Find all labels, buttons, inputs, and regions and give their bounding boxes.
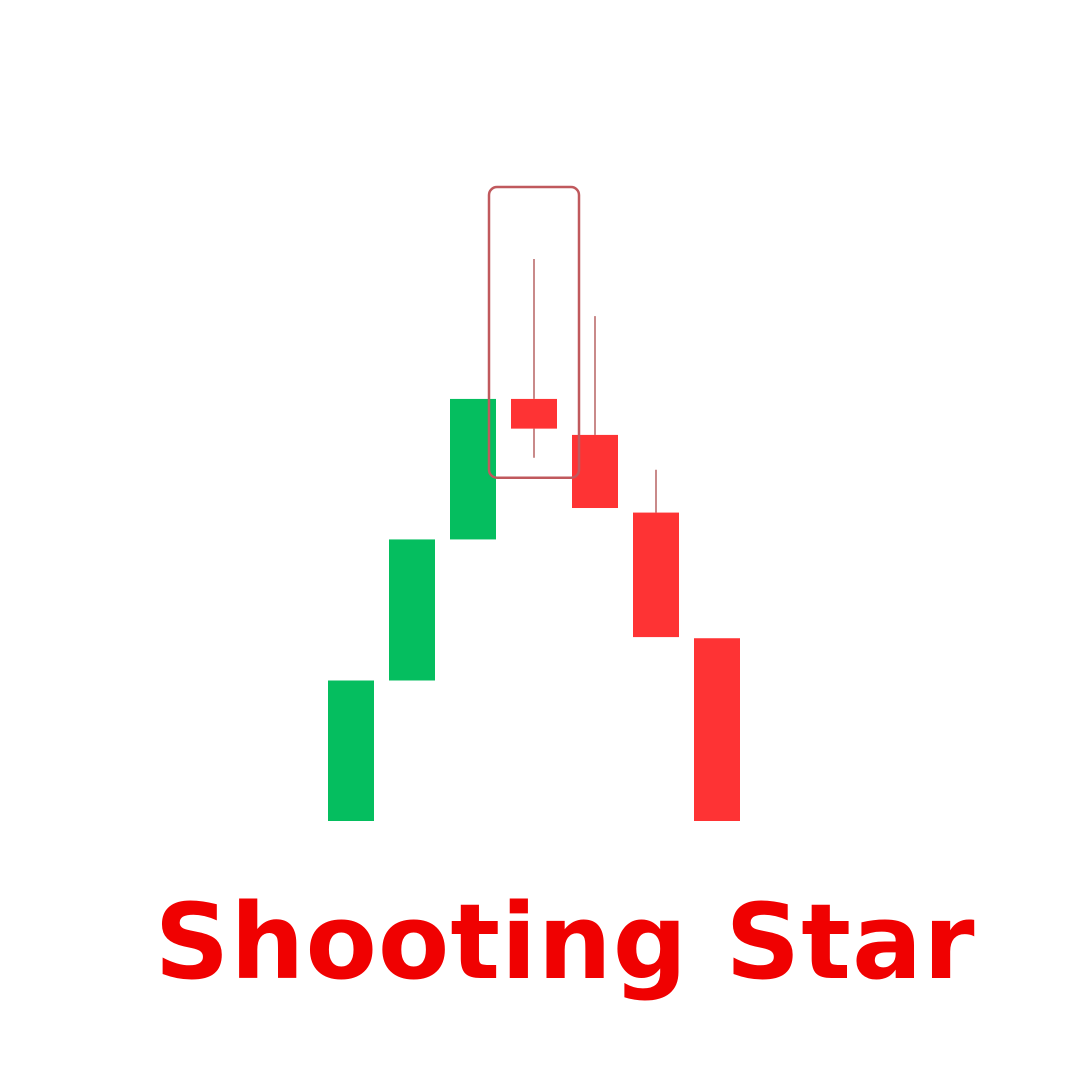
bullish-candle [328, 680, 374, 821]
chart-title: Shooting Star [154, 881, 976, 1003]
bearish-candle [511, 398, 557, 429]
bearish-candle [694, 638, 740, 821]
shooting-star-highlight-box [487, 185, 581, 480]
bullish-candle [389, 539, 435, 681]
candles-group [328, 259, 740, 821]
bearish-candle [633, 512, 679, 638]
